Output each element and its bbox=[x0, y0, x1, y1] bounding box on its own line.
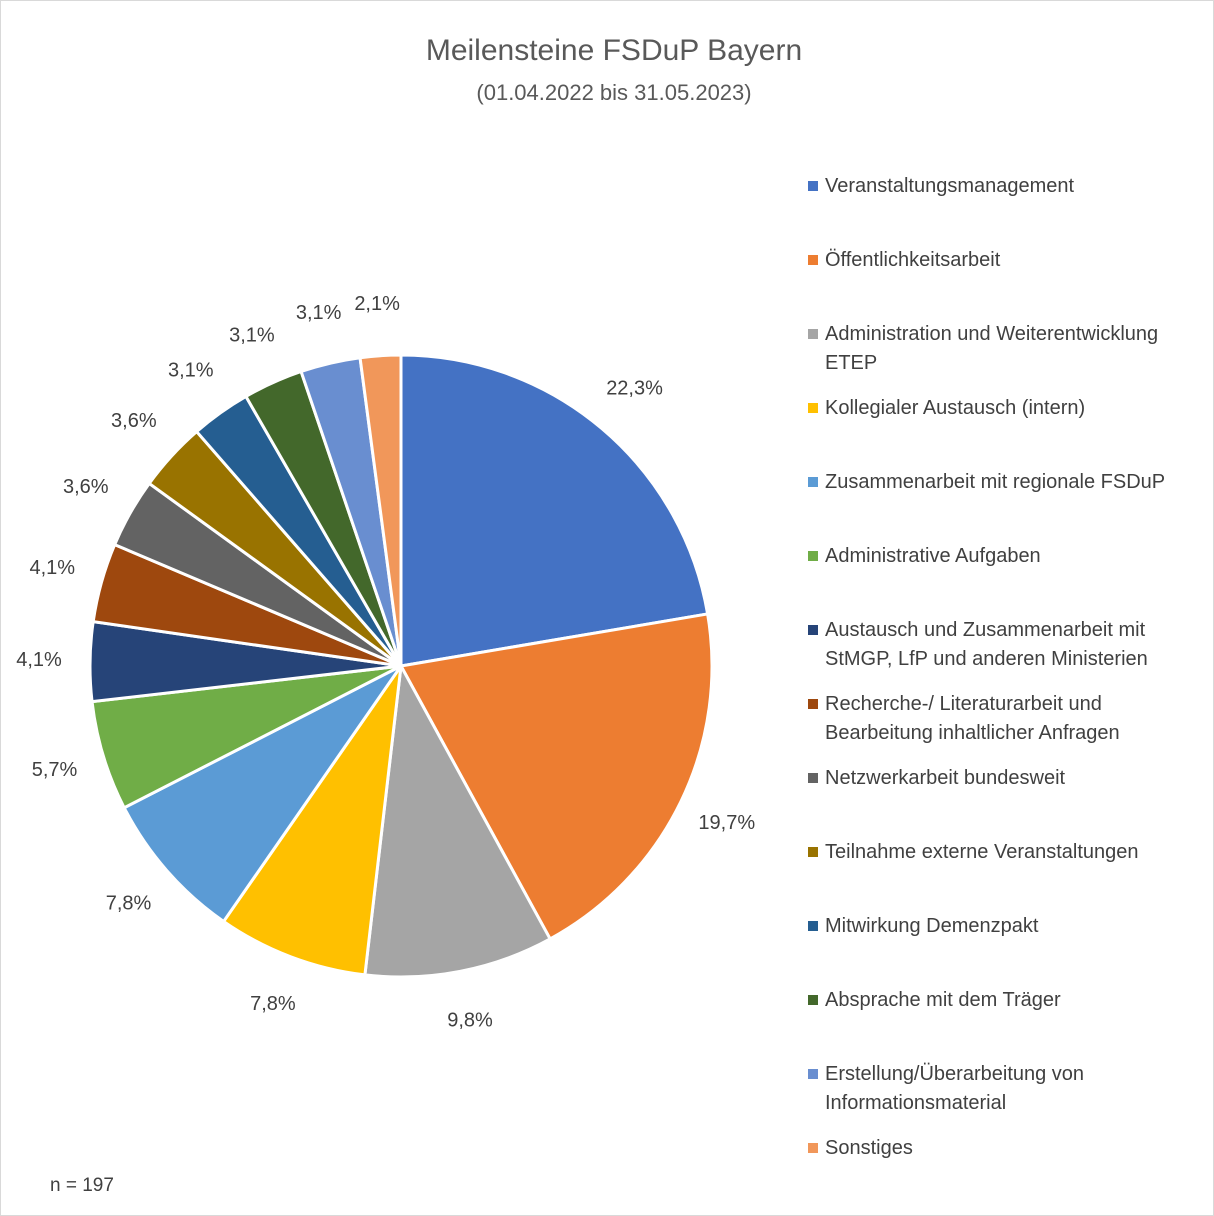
legend-label: Kollegialer Austausch (intern) bbox=[825, 397, 1086, 419]
legend-item: Administrative Aufgaben bbox=[808, 542, 1198, 571]
chart-title: Meilensteine FSDuP Bayern bbox=[426, 34, 802, 67]
legend-label: Recherche-/ Literaturarbeit und Bearbeit… bbox=[825, 693, 1120, 744]
legend-item: Zusammenarbeit mit regionale FSDuP bbox=[808, 468, 1198, 497]
legend-label: Netzwerkarbeit bundesweit bbox=[825, 767, 1066, 789]
legend-item: Absprache mit dem Träger bbox=[808, 986, 1198, 1015]
data-label: 2,1% bbox=[354, 293, 400, 315]
pie-slice bbox=[399, 353, 710, 668]
data-label: 3,1% bbox=[296, 302, 342, 324]
legend-item: Netzwerkarbeit bundesweit bbox=[808, 764, 1198, 793]
legend-item: Kollegialer Austausch (intern) bbox=[808, 394, 1198, 423]
pie-slice bbox=[358, 353, 403, 667]
legend-label: Öffentlichkeitsarbeit bbox=[825, 249, 1001, 271]
legend-label: Erstellung/Überarbeitung von Information… bbox=[825, 1063, 1085, 1114]
data-label: 19,7% bbox=[698, 812, 755, 834]
legend-swatch bbox=[808, 255, 818, 265]
legend-item: Veranstaltungsmanagement bbox=[808, 172, 1198, 201]
chart-subtitle: (01.04.2022 bis 31.05.2023) bbox=[476, 80, 751, 105]
data-label: 7,8% bbox=[106, 893, 152, 915]
data-label: 4,1% bbox=[30, 557, 76, 579]
data-label: 5,7% bbox=[32, 759, 78, 781]
data-label: 3,6% bbox=[111, 410, 157, 432]
data-label: 4,1% bbox=[16, 649, 62, 671]
legend-item: Recherche-/ Literaturarbeit und Bearbeit… bbox=[808, 690, 1198, 748]
data-label: 22,3% bbox=[606, 378, 663, 400]
legend-label: Sonstiges bbox=[825, 1137, 913, 1159]
legend-label: Administrative Aufgaben bbox=[825, 545, 1041, 567]
legend-item: Austausch und Zusammenarbeit mit StMGP, … bbox=[808, 616, 1198, 674]
legend-swatch bbox=[808, 329, 818, 339]
legend-item: Sonstiges bbox=[808, 1134, 1198, 1163]
legend-swatch bbox=[808, 551, 818, 561]
note: n = 197 bbox=[50, 1175, 114, 1196]
legend-swatch bbox=[808, 699, 818, 709]
legend-swatch bbox=[808, 181, 818, 191]
legend-swatch bbox=[808, 995, 818, 1005]
legend-label: Absprache mit dem Träger bbox=[825, 989, 1061, 1011]
legend-swatch bbox=[808, 1069, 818, 1079]
legend-swatch bbox=[808, 625, 818, 635]
pie-slice bbox=[398, 612, 714, 941]
legend-swatch bbox=[808, 1143, 818, 1153]
data-label: 7,8% bbox=[250, 993, 296, 1015]
data-label: 9,8% bbox=[447, 1010, 493, 1032]
data-label: 3,6% bbox=[63, 476, 109, 498]
legend-swatch bbox=[808, 921, 818, 931]
legend-label: Mitwirkung Demenzpakt bbox=[825, 915, 1039, 937]
legend-swatch bbox=[808, 403, 818, 413]
legend-label: Austausch und Zusammenarbeit mit StMGP, … bbox=[825, 619, 1148, 670]
legend-item: Erstellung/Überarbeitung von Information… bbox=[808, 1060, 1198, 1118]
pie-slice bbox=[122, 664, 403, 924]
legend-item: Administration und Weiterentwicklung ETE… bbox=[808, 320, 1198, 378]
legend-swatch bbox=[808, 847, 818, 857]
legend-label: Teilnahme externe Veranstaltungen bbox=[825, 841, 1139, 863]
pie-slice bbox=[363, 661, 553, 979]
legend-swatch bbox=[808, 773, 818, 783]
data-label: 3,1% bbox=[229, 324, 275, 346]
legend-label: Zusammenarbeit mit regionale FSDuP bbox=[825, 471, 1166, 493]
pie-slice bbox=[221, 665, 403, 977]
legend-label: Administration und Weiterentwicklung ETE… bbox=[825, 323, 1159, 374]
legend-item: Teilnahme externe Veranstaltungen bbox=[808, 838, 1198, 867]
legend-item: Öffentlichkeitsarbeit bbox=[808, 246, 1198, 275]
legend-swatch bbox=[808, 477, 818, 487]
legend-item: Mitwirkung Demenzpakt bbox=[808, 912, 1198, 941]
legend-label: Veranstaltungsmanagement bbox=[825, 175, 1075, 197]
data-label: 3,1% bbox=[168, 360, 214, 382]
